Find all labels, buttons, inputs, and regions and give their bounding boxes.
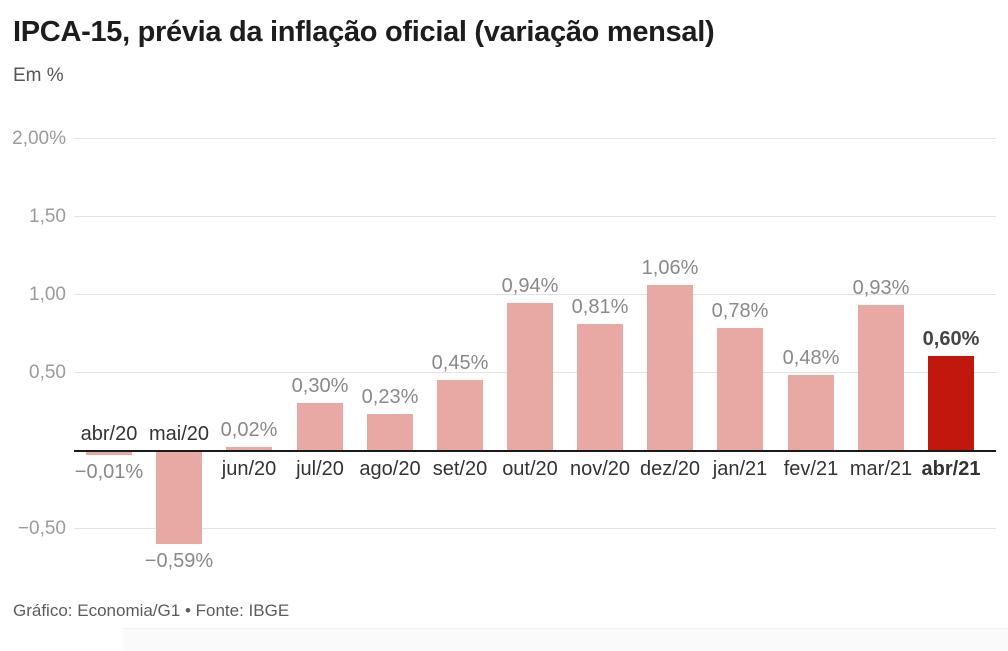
category-label-abr/20: abr/20 xyxy=(80,423,138,445)
category-label-jun/20: jun/20 xyxy=(221,458,277,480)
gridline xyxy=(74,138,996,139)
category-label-jan/21: jan/21 xyxy=(712,458,768,480)
category-label-mai/20: mai/20 xyxy=(148,423,210,445)
gridline xyxy=(74,216,996,217)
value-label-jan/21: 0,78% xyxy=(711,300,769,322)
category-label-fev/21: fev/21 xyxy=(783,458,839,480)
bar-abr/21 xyxy=(928,356,974,450)
value-label-dez/20: 1,06% xyxy=(641,257,699,279)
category-label-nov/20: nov/20 xyxy=(569,458,631,480)
bar-nov/20 xyxy=(577,324,623,450)
chart-title: IPCA-15, prévia da inflação oficial (var… xyxy=(13,16,715,48)
value-label-ago/20: 0,23% xyxy=(361,386,419,408)
category-label-set/20: set/20 xyxy=(432,458,488,480)
bar-jun/20 xyxy=(226,447,272,450)
value-label-jul/20: 0,30% xyxy=(291,375,349,397)
gridline xyxy=(74,528,996,529)
value-label-jun/20: 0,02% xyxy=(220,419,278,441)
value-label-fev/21: 0,48% xyxy=(782,347,840,369)
category-label-mar/21: mar/21 xyxy=(849,458,913,480)
y-axis-tick-label: 1,00 xyxy=(29,284,66,305)
y-axis-tick-label: 1,50 xyxy=(29,206,66,227)
chart-subtitle: Em % xyxy=(13,65,64,86)
category-label-ago/20: ago/20 xyxy=(359,458,421,480)
category-label-dez/20: dez/20 xyxy=(639,458,701,480)
value-label-abr/21: 0,60% xyxy=(922,328,980,350)
y-axis-tick-label: 2,00% xyxy=(12,128,66,149)
bar-set/20 xyxy=(437,380,483,450)
value-label-nov/20: 0,81% xyxy=(571,296,629,318)
page-bottom-strip xyxy=(123,628,1008,651)
bar-fev/21 xyxy=(788,375,834,450)
gridline xyxy=(74,294,996,295)
category-label-out/20: out/20 xyxy=(502,458,558,480)
bar-jul/20 xyxy=(297,403,343,450)
value-label-out/20: 0,94% xyxy=(501,275,559,297)
bar-mai/20 xyxy=(156,452,202,544)
value-label-mai/20: −0,59% xyxy=(144,550,214,572)
zero-axis-line xyxy=(74,450,996,452)
y-axis-tick-label: 0,50 xyxy=(29,362,66,383)
value-label-mar/21: 0,93% xyxy=(852,277,910,299)
y-axis-tick-label: −0,50 xyxy=(17,518,66,539)
bar-ago/20 xyxy=(367,414,413,450)
bar-jan/21 xyxy=(717,328,763,450)
bar-out/20 xyxy=(507,303,553,450)
bar-dez/20 xyxy=(647,285,693,450)
chart-source-credit: Gráfico: Economia/G1 • Fonte: IBGE xyxy=(13,601,290,620)
value-label-abr/20: −0,01% xyxy=(74,461,144,483)
bar-abr/20 xyxy=(86,452,132,455)
bar-mar/21 xyxy=(858,305,904,450)
category-label-abr/21: abr/21 xyxy=(921,458,981,480)
value-label-set/20: 0,45% xyxy=(431,352,489,374)
category-label-jul/20: jul/20 xyxy=(296,458,344,480)
